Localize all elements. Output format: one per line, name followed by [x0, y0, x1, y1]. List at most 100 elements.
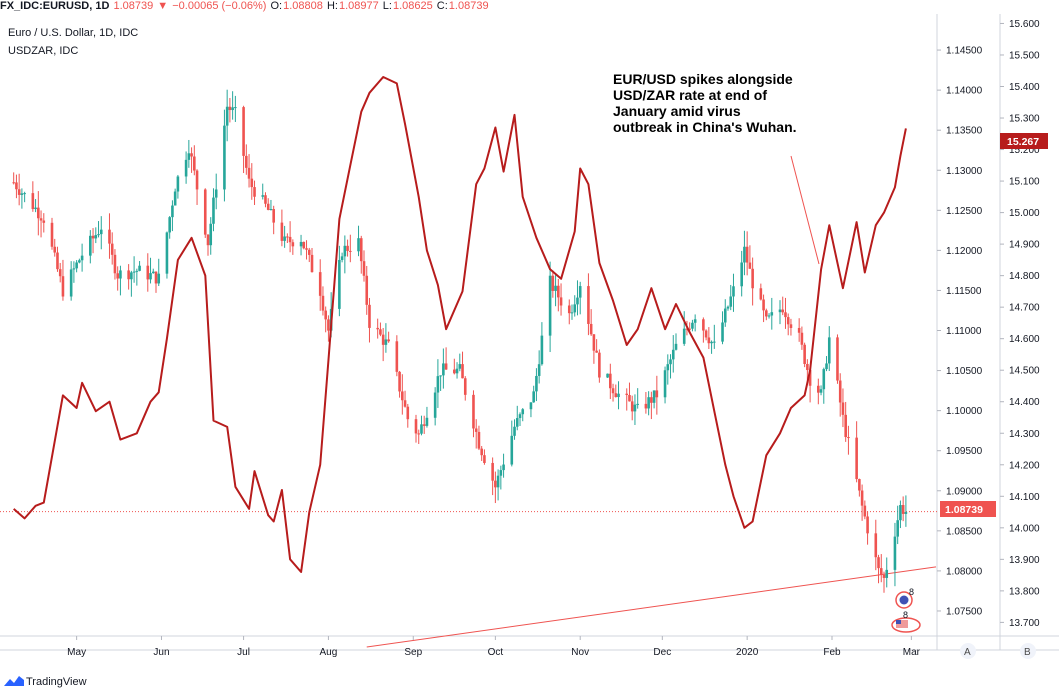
candle-body — [806, 363, 809, 371]
auto-scale-label: A — [964, 647, 971, 658]
usdzar-tick-label: 14.600 — [1009, 334, 1040, 345]
candle-body — [614, 393, 618, 398]
eurusd-tick-label: 1.09500 — [946, 446, 983, 457]
candle-body — [203, 189, 207, 235]
candle-body — [349, 250, 352, 252]
candle-body — [395, 341, 399, 372]
candle-body — [762, 299, 765, 311]
candle-body — [110, 243, 114, 255]
log-scale-button[interactable] — [1020, 643, 1036, 659]
support-trendline[interactable] — [366, 566, 937, 648]
candle-body — [726, 306, 730, 309]
candle-body — [693, 319, 697, 323]
usdzar-price-axis[interactable]: 13.700 13.800 13.900 14.000 14.100 14.200 14.3… — [1000, 19, 1040, 629]
candle-body — [633, 404, 637, 412]
usdzar-tick-label: 14.100 — [1009, 492, 1040, 503]
candle-body — [50, 222, 54, 247]
candle-body — [778, 309, 782, 313]
main-series-legend[interactable]: Euro / U.S. Dollar, 1D, IDC — [8, 27, 138, 39]
candle-body — [723, 308, 727, 323]
usdzar-tick-label: 14.400 — [1009, 397, 1040, 408]
candle-body — [247, 167, 251, 179]
candle-body — [444, 363, 448, 370]
candle-body — [901, 505, 905, 514]
candle-body — [710, 341, 713, 344]
candle-body — [58, 269, 62, 277]
candle-body — [841, 402, 845, 415]
eurusd-price-axis[interactable]: 1.07500 1.08000 1.08500 1.09000 1.09500 1.100… — [937, 46, 983, 618]
usdzar-tick-label: 15.400 — [1009, 82, 1040, 93]
candle-body — [860, 490, 864, 506]
candle-body — [154, 271, 158, 284]
candle-body — [245, 155, 248, 168]
candle-body — [132, 271, 136, 273]
candle-body — [704, 330, 708, 338]
candle-body — [721, 322, 724, 342]
candle-body — [655, 390, 659, 398]
candle-body — [288, 236, 292, 243]
economic-event-icon[interactable]: 8 — [895, 587, 914, 609]
candle-body — [847, 437, 850, 439]
auto-scale-button[interactable] — [960, 643, 976, 659]
candle-body — [899, 505, 902, 521]
x-tick-label: Nov — [571, 647, 589, 658]
time-axis[interactable]: May Jun Jul Aug Sep Oct Nov Dec 2020 Feb Mar — [67, 636, 921, 658]
candle-body — [502, 464, 505, 471]
usdzar-tick-label: 14.200 — [1009, 460, 1040, 471]
candle-body — [384, 339, 388, 345]
tradingview-brand[interactable]: TradingView — [26, 676, 87, 688]
candle-body — [759, 288, 763, 300]
candle-body — [37, 207, 40, 219]
candle-body — [838, 380, 842, 403]
candle-body — [130, 272, 133, 280]
candle-body — [548, 275, 552, 336]
candle-body — [168, 217, 171, 233]
candle-body — [797, 327, 801, 333]
usdzar-last-badge — [1000, 133, 1048, 149]
support-trendline-layer[interactable] — [366, 566, 937, 648]
symbol-header: FX_IDC:EURUSD, 1D 1.08739 ▼ −0.00065 (−0… — [0, 0, 1059, 14]
candle-body — [630, 401, 634, 412]
candle-body — [707, 337, 711, 344]
price-chart[interactable]: 1.07500 1.08000 1.08500 1.09000 1.09500 1.100… — [0, 14, 1059, 672]
candle-body — [567, 305, 571, 314]
candle-body — [855, 437, 858, 480]
candle-body — [652, 390, 656, 403]
candle-body — [650, 397, 653, 403]
candle-body — [157, 273, 161, 284]
candle-body — [893, 536, 897, 570]
flag-event-icon[interactable]: 8 — [891, 610, 921, 633]
tradingview-logo-icon[interactable] — [4, 675, 24, 687]
eurusd-last-value: 1.08739 — [945, 504, 983, 516]
candle-body — [116, 273, 119, 279]
candle-body — [732, 286, 735, 297]
candle-body — [882, 574, 886, 578]
candle-body — [663, 370, 667, 398]
candle-body — [338, 259, 341, 309]
candle-body — [671, 349, 675, 360]
candle-body — [149, 273, 152, 280]
candle-body — [187, 153, 191, 160]
overlay-series-legend[interactable]: USDZAR, IDC — [8, 45, 78, 57]
candle-body — [472, 394, 475, 429]
candle-body — [318, 272, 322, 296]
symbol-name[interactable]: FX_IDC:EURUSD, 1D — [0, 0, 110, 12]
candle-body — [491, 462, 494, 481]
last-price: 1.08739 — [113, 0, 154, 12]
candle-body — [223, 125, 226, 190]
annotation-pointer — [790, 155, 820, 265]
open-value: 1.08808 — [283, 0, 323, 12]
usdzar-tick-label: 15.200 — [1009, 145, 1040, 156]
candle-body — [56, 252, 59, 270]
candle-body — [751, 268, 754, 289]
candle-body — [770, 312, 774, 316]
candle-body — [691, 322, 694, 329]
candle-body — [745, 246, 749, 263]
eurusd-tick-label: 1.08500 — [946, 526, 983, 537]
candle-body — [477, 431, 481, 449]
candle-body — [184, 159, 188, 177]
candle-body — [12, 182, 15, 184]
candle-body — [518, 414, 522, 419]
candle-body — [463, 378, 467, 395]
candle-body — [819, 389, 823, 393]
